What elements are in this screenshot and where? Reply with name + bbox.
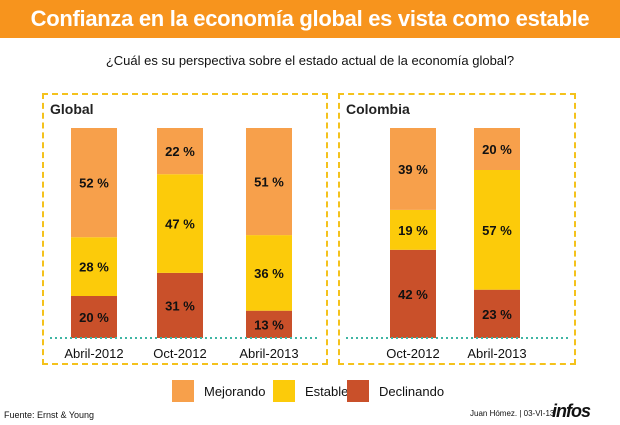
x-tick-label-abril-2013: Abril-2013 (467, 346, 526, 361)
bar-estable-oct-2012 (390, 209, 436, 250)
legend-swatch-declinando (347, 380, 369, 402)
x-tick-label-oct-2012: Oct-2012 (153, 346, 206, 361)
bar-mejorando-abril-2012 (71, 128, 117, 238)
bar-declinando-abril-2012 (71, 296, 117, 338)
legend-label-estable: Estable (305, 383, 349, 399)
x-tick-label-oct-2012: Oct-2012 (386, 346, 439, 361)
source-note: Fuente: Ernst & Young (4, 410, 95, 420)
data-label-estable-abril-2013: 36 % (254, 266, 284, 281)
credit-note: Juan Hómez. | 03-VI-13 (470, 409, 555, 418)
data-label-mejorando-abril-2012: 52 % (79, 176, 109, 191)
panel-colombia: Colombia 42 % 19 % 39 % Oct-2012 23 % 57 % 20 … (338, 93, 576, 365)
data-label-estable-abril-2013: 57 % (482, 223, 512, 238)
legend-swatch-estable (273, 380, 295, 402)
bar-mejorando-oct-2012 (157, 128, 203, 175)
panel-global: Global 20 % 28 % 52 % Abril-2012 31 % 47 % 22 … (42, 93, 328, 365)
bar-estable-abril-2013 (246, 235, 292, 311)
bar-estable-abril-2012 (71, 237, 117, 296)
chart-subtitle: ¿Cuál es su perspectiva sobre el estado … (105, 53, 515, 68)
x-tick-label-abril-2012: Abril-2012 (64, 346, 123, 361)
legend-label-declinando: Declinando (379, 383, 445, 399)
panel-title-colombia: Colombia (346, 101, 410, 117)
data-label-declinando-abril-2012: 20 % (79, 310, 109, 325)
legend-item-mejorando: Mejorando (172, 380, 265, 402)
data-label-estable-oct-2012: 47 % (165, 217, 195, 232)
data-label-declinando-abril-2013: 23 % (482, 307, 512, 322)
data-label-estable-oct-2012: 19 % (398, 223, 428, 238)
legend-label-mejorando: Mejorando (204, 383, 266, 399)
bar-estable-abril-2013 (474, 170, 520, 290)
bar-mejorando-oct-2012 (390, 128, 436, 210)
data-label-declinando-oct-2012: 31 % (165, 298, 195, 313)
legend-swatch-mejorando (172, 380, 194, 402)
brand-logo: infos (552, 401, 591, 421)
data-label-declinando-abril-2013: 13 % (254, 317, 284, 332)
bar-mejorando-abril-2013 (474, 128, 520, 170)
chart-global: 20 % 28 % 52 % Abril-2012 31 % 47 % 22 % Oct-20… (50, 128, 320, 361)
data-label-estable-abril-2012: 28 % (79, 260, 109, 275)
data-label-declinando-oct-2012: 42 % (398, 287, 428, 302)
legend-item-estable: Estable (273, 380, 348, 402)
legend-item-declinando: Declinando (347, 380, 444, 402)
bar-declinando-oct-2012 (390, 249, 436, 338)
chart-title: Confianza en la economía global es vista… (30, 6, 590, 31)
title-bar: Confianza en la economía global es vista… (0, 0, 620, 38)
x-tick-label-abril-2013: Abril-2013 (239, 346, 298, 361)
legend: Mejorando Estable Declinando (0, 380, 620, 404)
bar-declinando-abril-2013 (474, 289, 520, 338)
data-label-mejorando-oct-2012: 22 % (165, 144, 195, 159)
bar-declinando-oct-2012 (157, 272, 203, 338)
data-label-mejorando-abril-2013: 51 % (254, 175, 284, 190)
bar-mejorando-abril-2013 (246, 128, 292, 236)
data-label-mejorando-abril-2013: 20 % (482, 142, 512, 157)
bar-declinando-abril-2013 (246, 310, 292, 338)
bar-estable-oct-2012 (157, 174, 203, 273)
chart-colombia: 42 % 19 % 39 % Oct-2012 23 % 57 % 20 % Abril-20… (346, 128, 568, 361)
data-label-mejorando-oct-2012: 39 % (398, 162, 428, 177)
panel-title-global: Global (50, 101, 94, 117)
